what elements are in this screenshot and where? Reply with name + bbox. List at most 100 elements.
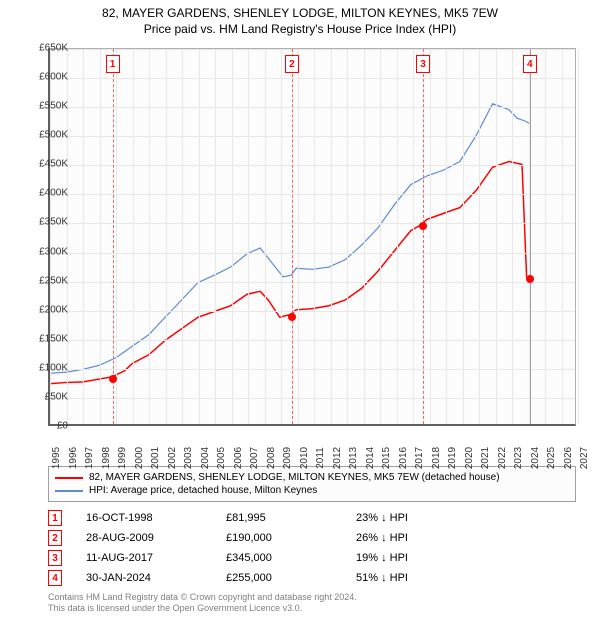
- x-axis-label: 2024: [530, 447, 541, 469]
- x-axis-label: 2016: [398, 447, 409, 469]
- x-axis-label: 2015: [381, 447, 392, 469]
- x-axis-label: 1999: [117, 447, 128, 469]
- x-axis-label: 1995: [51, 447, 62, 469]
- y-axis-label: £100K: [24, 362, 68, 373]
- gridline-v: [182, 49, 183, 424]
- gridline-v: [232, 49, 233, 424]
- footer-attribution: Contains HM Land Registry data © Crown c…: [48, 592, 357, 615]
- chart-subtitle: Price paid vs. HM Land Registry's House …: [0, 20, 600, 36]
- x-axis-label: 2014: [365, 447, 376, 469]
- data-point-dot: [419, 222, 427, 230]
- gridline-v: [149, 49, 150, 424]
- gridline-v: [430, 49, 431, 424]
- event-marker: 3: [416, 55, 430, 73]
- x-axis-label: 2007: [249, 447, 260, 469]
- event-marker: 4: [523, 55, 537, 73]
- x-axis-label: 2010: [299, 447, 310, 469]
- y-axis-label: £350K: [24, 217, 68, 228]
- row-price: £190,000: [226, 532, 356, 544]
- row-price: £81,995: [226, 512, 356, 524]
- x-axis-label: 1998: [101, 447, 112, 469]
- x-axis-label: 2021: [480, 447, 491, 469]
- x-axis-label: 2023: [513, 447, 524, 469]
- x-axis-label: 2008: [266, 447, 277, 469]
- x-axis-label: 2025: [546, 447, 557, 469]
- series-line-hpi: [51, 104, 531, 373]
- legend-swatch: [55, 477, 83, 479]
- row-diff: 19% ↓ HPI: [356, 552, 476, 564]
- x-axis-label: 2027: [579, 447, 590, 469]
- y-axis-label: £50K: [24, 391, 68, 402]
- row-date: 11-AUG-2017: [86, 552, 226, 564]
- row-diff: 23% ↓ HPI: [356, 512, 476, 524]
- table-row: 4 30-JAN-2024 £255,000 51% ↓ HPI: [48, 568, 576, 588]
- y-axis-label: £400K: [24, 188, 68, 199]
- x-axis-label: 2022: [497, 447, 508, 469]
- gridline-v: [446, 49, 447, 424]
- event-marker: 2: [285, 55, 299, 73]
- gridline-v: [347, 49, 348, 424]
- gridline-v: [116, 49, 117, 424]
- event-line: [423, 49, 424, 424]
- y-axis-label: £550K: [24, 101, 68, 112]
- x-axis-label: 2009: [282, 447, 293, 469]
- x-axis-label: 1996: [68, 447, 79, 469]
- event-marker: 1: [106, 55, 120, 73]
- y-axis-label: £0: [24, 421, 68, 432]
- gridline-v: [215, 49, 216, 424]
- legend-item: HPI: Average price, detached house, Milt…: [55, 484, 569, 497]
- legend-item: 82, MAYER GARDENS, SHENLEY LODGE, MILTON…: [55, 471, 569, 484]
- gridline-v: [265, 49, 266, 424]
- gridline-v: [463, 49, 464, 424]
- x-axis-label: 2012: [332, 447, 343, 469]
- data-point-dot: [109, 375, 117, 383]
- gridline-v: [248, 49, 249, 424]
- chart-title: 82, MAYER GARDENS, SHENLEY LODGE, MILTON…: [0, 0, 600, 20]
- gridline-v: [166, 49, 167, 424]
- row-diff: 26% ↓ HPI: [356, 532, 476, 544]
- event-line: [292, 49, 293, 424]
- legend-swatch: [55, 490, 83, 492]
- x-axis-label: 2005: [216, 447, 227, 469]
- x-axis-label: 1997: [84, 447, 95, 469]
- event-line: [530, 49, 531, 424]
- y-axis-label: £150K: [24, 333, 68, 344]
- y-axis-label: £600K: [24, 72, 68, 83]
- legend-label: HPI: Average price, detached house, Milt…: [89, 485, 317, 496]
- gridline-v: [413, 49, 414, 424]
- x-axis-label: 2018: [431, 447, 442, 469]
- row-marker: 3: [48, 550, 62, 566]
- footer-line: Contains HM Land Registry data © Crown c…: [48, 592, 357, 603]
- gridline-v: [100, 49, 101, 424]
- gridline-v: [380, 49, 381, 424]
- x-axis-label: 2020: [464, 447, 475, 469]
- legend-label: 82, MAYER GARDENS, SHENLEY LODGE, MILTON…: [89, 472, 500, 483]
- y-axis-label: £450K: [24, 159, 68, 170]
- y-axis-label: £650K: [24, 43, 68, 54]
- row-date: 28-AUG-2009: [86, 532, 226, 544]
- gridline-v: [545, 49, 546, 424]
- x-axis-label: 2004: [200, 447, 211, 469]
- chart-plot-area: 1 2 3 4: [48, 48, 576, 426]
- x-axis-label: 2011: [315, 447, 326, 469]
- gridline-v: [578, 49, 579, 424]
- gridline-v: [133, 49, 134, 424]
- x-axis-label: 2006: [233, 447, 244, 469]
- event-line: [113, 49, 114, 424]
- row-date: 16-OCT-1998: [86, 512, 226, 524]
- data-point-dot: [288, 313, 296, 321]
- table-row: 3 11-AUG-2017 £345,000 19% ↓ HPI: [48, 548, 576, 568]
- data-point-dot: [526, 275, 534, 283]
- row-price: £345,000: [226, 552, 356, 564]
- y-axis-label: £250K: [24, 275, 68, 286]
- table-row: 2 28-AUG-2009 £190,000 26% ↓ HPI: [48, 528, 576, 548]
- row-date: 30-JAN-2024: [86, 572, 226, 584]
- y-axis-label: £500K: [24, 130, 68, 141]
- row-marker: 2: [48, 530, 62, 546]
- row-price: £255,000: [226, 572, 356, 584]
- row-diff: 51% ↓ HPI: [356, 572, 476, 584]
- x-axis-label: 2013: [348, 447, 359, 469]
- gridline-v: [83, 49, 84, 424]
- x-axis-label: 2001: [150, 447, 161, 469]
- x-axis-label: 2002: [167, 447, 178, 469]
